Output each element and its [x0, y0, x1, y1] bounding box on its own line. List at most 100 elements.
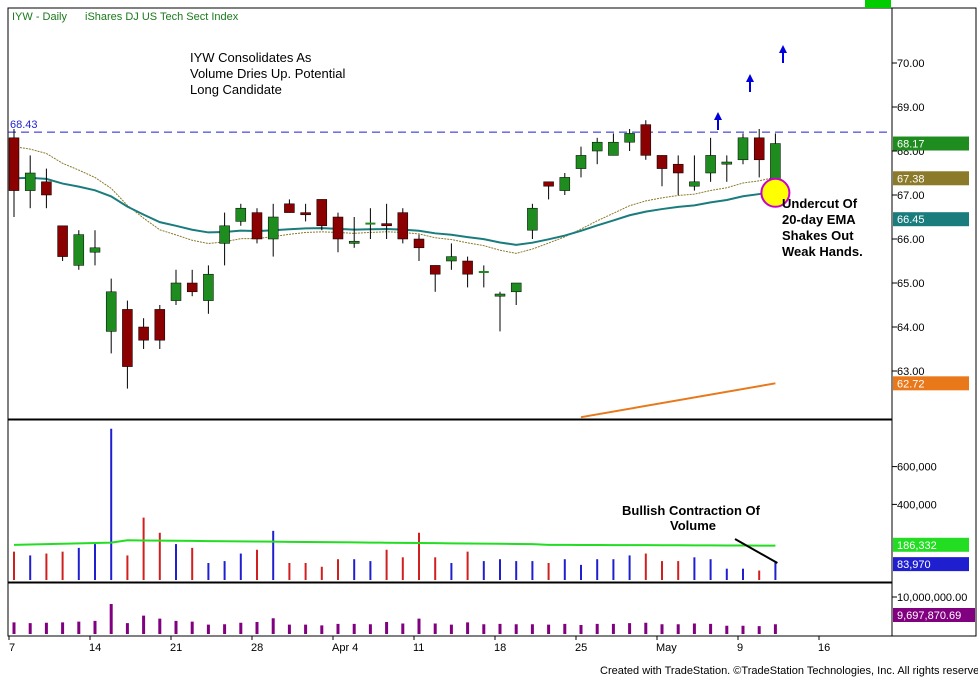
candle-body [721, 161, 733, 165]
candle-body [737, 137, 749, 161]
candle-body [446, 256, 457, 262]
oscillator-bars: 9,697,870.69 [12, 604, 975, 634]
x-tick-label: 28 [251, 642, 263, 654]
candle-body [138, 326, 149, 341]
x-tick-label: 9 [737, 642, 743, 654]
candle-body [397, 212, 409, 240]
annotation-volume-line1: Bullish Contraction Of [622, 503, 761, 518]
price-tags: 68.17 67.38 66.45 62.72 [893, 136, 969, 391]
volume-tick-label: 600,000 [897, 462, 937, 474]
candle-body [527, 207, 538, 231]
candle-body [348, 240, 360, 244]
price-tag-label-ema20: 67.38 [897, 173, 925, 185]
candle-body [753, 137, 765, 161]
up-arrow-head [779, 45, 787, 53]
candle-body [656, 155, 668, 169]
annotation-title-line1: IYW Consolidates As [190, 50, 312, 65]
footer-credit: Created with TradeStation. ©TradeStation… [600, 665, 978, 677]
price-tag-last [893, 136, 969, 151]
price-tick-label: 67.00 [897, 190, 925, 202]
price-tick-label: 66.00 [897, 234, 925, 246]
price-tick-label: 65.00 [897, 278, 925, 290]
price-tag-ema20 [893, 171, 969, 186]
ma50-line [13, 176, 776, 246]
price-tick-label: 63.00 [897, 366, 925, 378]
candle-body [575, 155, 587, 169]
annotation-title-line3: Long Candidate [190, 82, 282, 97]
candle-body [413, 238, 425, 249]
x-tick-label: 14 [89, 642, 101, 654]
candle-body [235, 207, 247, 222]
x-tick-label: 25 [575, 642, 587, 654]
candle-body [494, 293, 506, 297]
candle-body [170, 282, 182, 301]
volume-tick-label: 400,000 [897, 499, 937, 511]
annotation-volume-line2: Volume [670, 518, 716, 533]
candle-body [332, 216, 344, 240]
candle-body [705, 155, 716, 174]
volume-tag-volume [893, 557, 969, 572]
candle-body [624, 133, 635, 143]
up-arrow-head [714, 112, 722, 120]
candle-body [154, 309, 166, 341]
price-panel [7, 7, 893, 420]
y-axis-area [891, 7, 977, 637]
annotation-title-line2: Volume Dries Up. Potential [190, 66, 345, 81]
status-indicator [865, 0, 891, 8]
x-tick-label: 11 [413, 642, 424, 654]
highlight-layer [760, 177, 791, 208]
arrows [714, 45, 787, 130]
x-tick-label: Apr 4 [332, 642, 358, 654]
x-tick-label: 18 [494, 642, 506, 654]
oscillator-tick-label: 10,000,000.00 [897, 592, 967, 604]
price-tick-label: 69.00 [897, 102, 925, 114]
volume-average-line [13, 539, 776, 547]
ema20-line [13, 146, 776, 254]
symbol-label: IYW - Daily [12, 11, 68, 23]
price-tag-ma200 [893, 376, 969, 391]
candle-body [8, 137, 20, 191]
candle-body [770, 143, 781, 183]
volume-trend-line [734, 538, 778, 564]
volume-panel [7, 419, 893, 583]
price-tag-label-ma50: 66.45 [897, 214, 925, 226]
candle-body [122, 309, 133, 367]
candle-body [381, 223, 392, 227]
annotation-ema-line1: Undercut Of [782, 196, 858, 211]
price-tag-label-ma200: 62.72 [897, 378, 925, 390]
candle-body [689, 181, 700, 187]
candle-body [284, 203, 295, 213]
price-tick-label: 64.00 [897, 322, 925, 334]
moving-averages [13, 146, 776, 419]
annotation-ema-line4: Weak Hands. [782, 244, 863, 259]
volume-tag-average [893, 537, 969, 552]
candle-body [73, 234, 85, 266]
candle-body [559, 177, 571, 191]
price-tag-ma50 [893, 212, 969, 227]
annotation-ema-line3: Shakes Out [782, 228, 854, 243]
x-tick-label: 16 [818, 642, 830, 654]
annotation-ema-line2: 20-day EMA [782, 212, 856, 227]
candle-body [591, 141, 603, 152]
candle-body [41, 181, 52, 196]
candle-body [186, 282, 198, 293]
volume-bars: 186,332 83,970 [13, 428, 969, 580]
candles [8, 120, 781, 389]
candle-body [462, 260, 473, 275]
x-tick-label: 21 [170, 642, 182, 654]
price-tag-label-last: 68.17 [897, 139, 925, 151]
ma200-line [580, 382, 776, 419]
candle-body [89, 247, 101, 253]
candle-body [510, 282, 522, 293]
candle-body [57, 225, 68, 257]
candle-body [267, 216, 279, 240]
candle-body [640, 124, 652, 156]
candle-body [24, 172, 36, 191]
description-label: iShares DJ US Tech Sect Index [85, 11, 239, 23]
candle-body [219, 225, 230, 244]
volume-tag-label-average: 186,332 [897, 540, 937, 552]
resistance-label: 68.43 [10, 119, 38, 131]
candle-body [608, 141, 619, 156]
